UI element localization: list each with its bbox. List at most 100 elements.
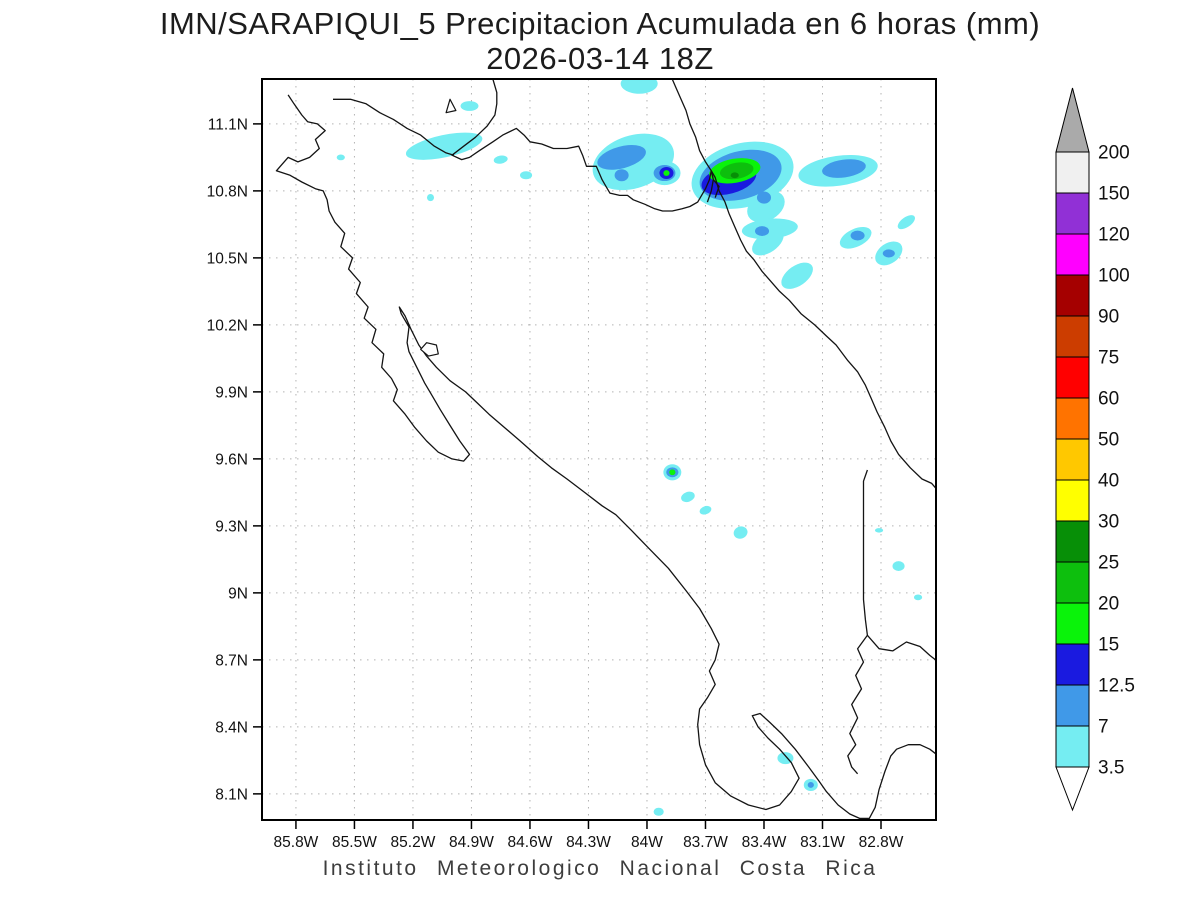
precip-cell <box>426 194 435 202</box>
legend-band <box>1055 315 1090 358</box>
legend-level-label: 15 <box>1098 635 1119 656</box>
precip-cell <box>892 561 905 571</box>
precip-cell <box>822 159 866 178</box>
lon-tick-label: 84.3W <box>566 834 611 851</box>
legend-level-label: 150 <box>1098 184 1130 205</box>
lat-tick-label: 10.2N <box>207 317 248 334</box>
lat-tick-label: 10.5N <box>207 250 248 267</box>
precip-cell <box>653 807 664 816</box>
axis-ticks-and-labels: 85.8W 85.5W 85.2W 84.9W 84.6W 84.3W 84W 83.7W 83… <box>207 116 904 851</box>
precip-cell <box>733 526 748 539</box>
precip-cell <box>681 491 695 503</box>
legend-band <box>1055 151 1090 194</box>
lat-tick-label: 8.7N <box>215 652 248 669</box>
lon-tick-label: 84.9W <box>449 834 494 851</box>
island-lake-island <box>445 98 457 114</box>
precip-cell <box>719 162 754 180</box>
lat-tick-label: 9.3N <box>215 518 248 535</box>
legend-band <box>1055 397 1090 440</box>
source-caption: Instituto Meteorologico Nacional Costa R… <box>322 857 878 880</box>
legend-band <box>1055 602 1090 645</box>
legend-level-label: 100 <box>1098 266 1130 287</box>
coastline-pacific-coast-nicoya-osa-burica <box>275 94 936 820</box>
legend-band <box>1055 561 1090 604</box>
legend-band <box>1055 233 1090 276</box>
legend-level-label: 50 <box>1098 430 1119 451</box>
legend-band <box>1055 643 1090 686</box>
legend-level-label: 200 <box>1098 143 1130 164</box>
legend-band <box>1055 438 1090 481</box>
coastline-lake-nicaragua-sw-shore <box>333 98 455 156</box>
precip-cell <box>730 172 739 179</box>
precip-cell <box>405 132 483 160</box>
legend-band <box>1055 725 1090 768</box>
precip-cell <box>614 169 629 182</box>
precip-cell <box>807 782 814 788</box>
map-datetime: 2026-03-14 18Z <box>486 41 714 76</box>
precip-cell <box>741 218 798 240</box>
legend-level-label: 25 <box>1098 553 1119 574</box>
legend-band <box>1055 479 1090 522</box>
coastline-rio-colorado-fork-2 <box>712 179 720 198</box>
legend-level-label: 120 <box>1098 225 1130 246</box>
lon-tick-label: 83.4W <box>742 834 787 851</box>
coastline-rio-colorado-fork-1 <box>706 170 714 203</box>
lon-tick-label: 85.5W <box>332 834 377 851</box>
lat-tick-label: 8.4N <box>215 719 248 736</box>
precip-cell <box>597 144 646 170</box>
lat-lon-grid <box>262 79 936 820</box>
legend-under-arrow <box>1055 766 1090 812</box>
coastline-golfo-de-chiriqui-coast <box>866 634 936 661</box>
legend-level-label: 20 <box>1098 594 1119 615</box>
coastlines <box>275 78 937 820</box>
coastline-lake-nicaragua-se-shore-and-border <box>451 79 712 212</box>
color-scale: 3.5 7 12.5 15 20 25 30 40 50 60 75 90 100 120 150 200 <box>1055 87 1135 812</box>
lat-tick-label: 9.6N <box>215 451 248 468</box>
lat-tick-label: 8.1N <box>215 786 248 803</box>
lon-tick-label: 84W <box>631 834 663 851</box>
legend-band <box>1055 520 1090 563</box>
legend-level-label: 7 <box>1098 717 1109 738</box>
island-chira-island <box>420 342 439 357</box>
legend-level-label: 40 <box>1098 471 1119 492</box>
map-title: IMN/SARAPIQUI_5 Precipitacion Acumulada … <box>159 6 1041 41</box>
legend-level-label: 3.5 <box>1098 758 1124 779</box>
precip-cell <box>897 215 915 230</box>
lon-tick-label: 83.1W <box>800 834 845 851</box>
legend-level-label: 60 <box>1098 389 1119 410</box>
lon-tick-label: 85.8W <box>274 834 319 851</box>
map-frame <box>261 78 937 821</box>
precip-cell <box>336 154 345 161</box>
lat-tick-label: 9N <box>228 585 248 602</box>
lon-tick-label: 84.6W <box>508 834 553 851</box>
precip-cell <box>747 190 785 223</box>
lat-tick-label: 11.1N <box>208 116 248 133</box>
precip-cell <box>699 505 712 515</box>
precip-cell <box>781 262 813 289</box>
legend-level-label: 12.5 <box>1098 676 1135 697</box>
legend-band <box>1055 356 1090 399</box>
lon-tick-label: 85.2W <box>391 834 436 851</box>
legend-level-label: 30 <box>1098 512 1119 533</box>
precip-cell <box>850 230 865 241</box>
legend-band <box>1055 192 1090 235</box>
precip-cell <box>669 469 676 476</box>
precip-cell <box>755 226 770 236</box>
legend-over-arrow <box>1055 87 1090 153</box>
coastline-caribbean-coast <box>671 78 937 489</box>
precip-cell <box>663 170 670 176</box>
precip-cell <box>756 191 772 204</box>
lon-tick-label: 83.7W <box>683 834 728 851</box>
precip-cell <box>913 594 923 601</box>
precip-cell <box>620 79 658 94</box>
precip-cell <box>520 171 533 180</box>
lon-tick-label: 82.8W <box>859 834 904 851</box>
lat-tick-label: 9.9N <box>215 384 248 401</box>
precip-cell <box>460 101 479 111</box>
coastline-panama-border <box>847 469 869 775</box>
precipitation-contours <box>336 79 923 816</box>
precip-cell <box>493 155 508 164</box>
legend-level-label: 75 <box>1098 348 1119 369</box>
